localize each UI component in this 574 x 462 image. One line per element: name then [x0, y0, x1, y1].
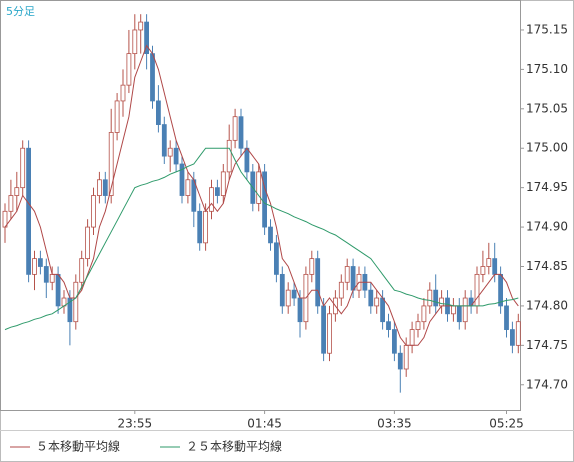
candle-body — [291, 289, 297, 299]
candle-body — [268, 226, 273, 244]
candle-body — [161, 124, 167, 157]
candle-body — [391, 329, 397, 354]
candle-body — [114, 100, 120, 133]
y-tick-label: 175.15 — [526, 22, 568, 36]
candle-body — [273, 242, 279, 275]
legend-label: ５本移動平均線 — [36, 439, 120, 454]
candle-body — [14, 187, 20, 196]
candle-body — [120, 84, 126, 102]
legend-label: ２５本移動平均線 — [186, 439, 282, 454]
candle-body — [397, 352, 403, 370]
candle-body — [321, 305, 327, 354]
candle-body — [421, 305, 427, 323]
candle-body — [409, 329, 415, 346]
x-tick-label: 23:55 — [118, 417, 153, 431]
candle-body — [32, 258, 37, 275]
candle-body — [150, 53, 155, 102]
candle-body — [179, 163, 185, 196]
candle-body — [138, 21, 144, 31]
candle-body — [197, 210, 203, 244]
candle-body — [338, 281, 344, 299]
candle-body — [509, 329, 515, 346]
x-tick-label: 05:25 — [489, 417, 524, 431]
candle-body — [91, 195, 96, 228]
candle-body — [486, 258, 492, 267]
y-tick-label: 175.05 — [526, 101, 568, 115]
candle-body — [185, 179, 191, 196]
y-tick-label: 174.70 — [526, 377, 568, 391]
candle-body — [386, 321, 391, 330]
candle-body — [238, 116, 244, 149]
candle-body — [8, 195, 14, 212]
y-tick-label: 174.90 — [526, 220, 568, 234]
y-tick-label: 175.00 — [526, 141, 568, 155]
y-tick-label: 174.85 — [526, 259, 568, 273]
chart-label: 5分足 — [6, 5, 35, 18]
candle-body — [55, 273, 61, 307]
y-tick-label: 175.10 — [526, 62, 568, 76]
candle-body — [456, 305, 462, 323]
candle-body — [244, 147, 250, 173]
candle-body — [462, 297, 468, 323]
candle-body — [49, 273, 55, 283]
x-tick-label: 01:45 — [247, 417, 282, 431]
candle-body — [439, 297, 445, 307]
candle-body — [285, 289, 291, 307]
moving-average-line — [4, 147, 519, 331]
candle-body — [433, 289, 439, 307]
candle-body — [450, 305, 456, 315]
candle-body — [232, 116, 238, 141]
candle-body — [102, 179, 108, 196]
candle-body — [97, 179, 102, 196]
y-tick-label: 174.75 — [526, 338, 568, 352]
candle-body — [368, 289, 374, 307]
candle-body — [315, 258, 321, 307]
candle-body — [26, 147, 32, 275]
candle-body — [214, 187, 220, 196]
candle-body — [327, 313, 332, 354]
candle-body — [226, 139, 232, 173]
candle-body — [43, 266, 49, 283]
candle-body — [492, 258, 498, 275]
candle-body — [203, 210, 209, 244]
candle-body — [85, 226, 90, 260]
y-tick-label: 174.95 — [526, 180, 568, 194]
candle-body — [256, 171, 262, 204]
candle-body — [79, 258, 85, 283]
candle-body — [132, 29, 138, 55]
candle-body — [480, 266, 486, 275]
candle-body — [344, 266, 350, 283]
candle-body — [173, 147, 179, 165]
candle-body — [474, 273, 480, 307]
candle-body — [415, 321, 421, 330]
candle-body — [515, 321, 521, 346]
candle-body — [73, 281, 79, 323]
candle-body — [427, 289, 433, 307]
candle-body — [108, 132, 114, 196]
candle-body — [504, 305, 509, 330]
x-tick-label: 03:35 — [377, 417, 412, 431]
candle-body — [38, 258, 43, 267]
candle-body — [350, 266, 356, 291]
candle-body — [126, 53, 132, 86]
candle-body — [144, 21, 150, 55]
candle-body — [262, 171, 268, 228]
y-tick-label: 174.80 — [526, 298, 568, 312]
candle-body — [297, 297, 303, 323]
candle-body — [20, 147, 26, 189]
plot-area — [0, 0, 521, 411]
candle-body — [374, 297, 380, 307]
candle-body — [167, 147, 173, 157]
candle-body — [209, 187, 214, 212]
candle-body — [380, 297, 386, 323]
candle-body — [403, 344, 409, 370]
candle-body — [279, 273, 285, 307]
moving-average-line — [4, 44, 519, 346]
candle-body — [155, 100, 161, 125]
candle-body — [220, 171, 226, 196]
candle-body — [309, 258, 315, 275]
